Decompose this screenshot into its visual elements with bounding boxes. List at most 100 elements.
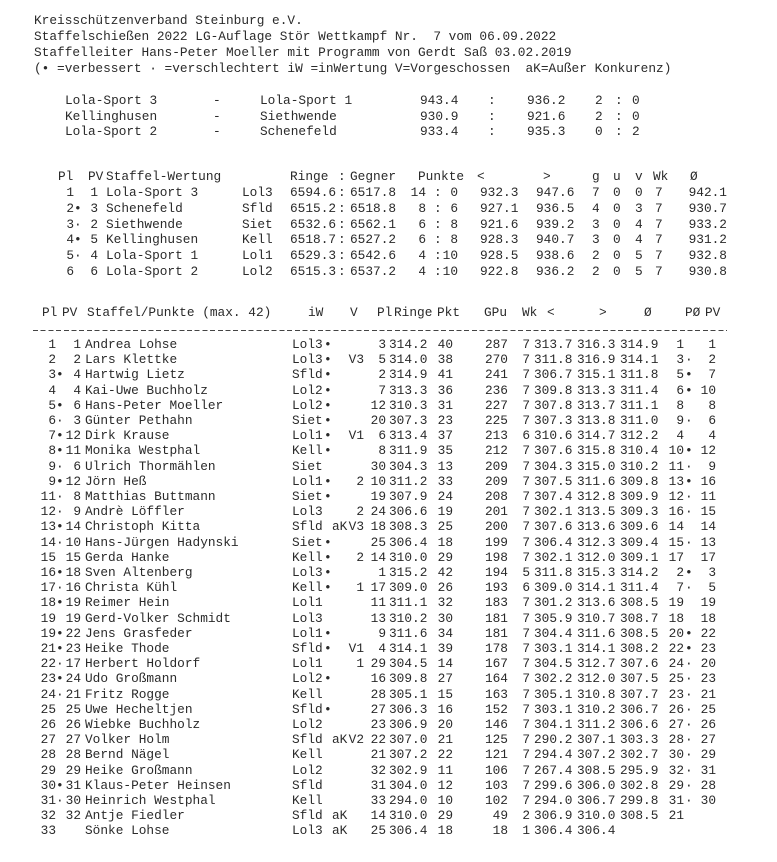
- day-rank: 19: [370, 489, 386, 504]
- min-score: 304.3: [534, 458, 573, 474]
- team-code: Lol3: [292, 565, 323, 580]
- average: 311.1: [620, 397, 659, 413]
- column-header: g: [592, 169, 600, 184]
- max-score: 316.3: [577, 337, 616, 352]
- prev-rank: 6: [73, 458, 81, 474]
- team-code: Lol3: [292, 352, 323, 368]
- shooter-name: Hans-Peter Moeller: [85, 397, 224, 413]
- min-score: 304.1: [534, 717, 573, 732]
- points: 10: [437, 793, 453, 808]
- wins: 3: [592, 232, 600, 248]
- trend-mark: •: [74, 232, 82, 248]
- prev-rank: 6: [90, 264, 98, 279]
- team-name: Lola-Sport 1: [106, 248, 199, 264]
- max-score: 312.3: [577, 534, 616, 550]
- rings-colon: :: [338, 248, 346, 264]
- in-rating-mark: •: [324, 443, 332, 459]
- column-header: Pkt: [437, 305, 461, 320]
- min-score: 309.8: [534, 382, 573, 398]
- day-rank: 25: [370, 823, 386, 839]
- in-rating-mark: •: [324, 473, 332, 489]
- points: 35: [437, 443, 453, 459]
- prev-rank: 4: [73, 382, 81, 398]
- total-points: 183: [484, 595, 508, 611]
- shooter-name: Christa Kühl: [85, 580, 178, 596]
- max-score: 311.2: [577, 717, 616, 732]
- shooter-row: 27 27 Volker Holm Sfld aK V2 22 307.0 21 125 7 290.…: [0, 732, 777, 747]
- matches: 7: [522, 671, 530, 687]
- rings: 304.5: [389, 656, 428, 672]
- home-points: 2: [595, 108, 603, 124]
- pre-shot: 1: [356, 656, 364, 672]
- in-rating-mark: •: [324, 534, 332, 550]
- shooter-row: 30 • 31 Klaus-Peter Heinsen Sfld 31 304.0 12 103…: [0, 778, 777, 793]
- rank: 29: [40, 762, 56, 778]
- team-code: Kell: [292, 443, 323, 459]
- points: 32: [437, 595, 453, 611]
- points: 40: [437, 337, 453, 352]
- avg-trend-mark: ·: [685, 793, 693, 808]
- matches: 7: [655, 185, 663, 200]
- shooter-name: Sven Altenberg: [85, 565, 193, 580]
- team-code: Lol2: [292, 671, 323, 687]
- avg-rank: 3: [676, 352, 684, 368]
- avg-trend-mark: ·: [685, 534, 693, 550]
- rings: 315.2: [389, 565, 428, 580]
- total-points: 198: [484, 549, 508, 565]
- day-rank: 22: [370, 732, 386, 748]
- total-points: 270: [484, 352, 508, 368]
- min-score: 305.1: [534, 686, 573, 702]
- average: 311.4: [620, 580, 659, 596]
- total-points: 200: [484, 519, 508, 535]
- min-score: 928.3: [480, 232, 519, 248]
- prev-avg-rank: 6: [708, 413, 716, 428]
- points: 29: [437, 549, 453, 565]
- shooter-row: 3 • 4 Hartwig Lietz Sfld • 2 314.9 41 241 7 306.7 31…: [0, 367, 777, 382]
- total-points: 18: [492, 823, 508, 839]
- matches: 7: [522, 625, 530, 641]
- shooter-row: 26 26 Wiebke Buchholz Lol2 23 306.9 20 146 7 304.…: [0, 717, 777, 732]
- team-code: Lol2: [292, 762, 323, 778]
- avg-rank: 15: [668, 534, 684, 550]
- avg-trend-mark: ·: [685, 458, 693, 474]
- away-team: Siethwende: [260, 108, 337, 124]
- trend-mark: ·: [56, 793, 64, 808]
- average: 308.2: [620, 641, 659, 656]
- shooter-name: Udo Großmann: [85, 671, 178, 687]
- points-against: 6: [450, 200, 458, 216]
- team-code: Siet: [242, 216, 273, 232]
- in-rating-mark: •: [324, 565, 332, 580]
- prev-rank: 32: [65, 808, 81, 824]
- column-header: PV: [705, 305, 721, 320]
- column-header: Gegner: [350, 169, 397, 184]
- day-rank: 31: [370, 777, 386, 793]
- prev-avg-rank: 5: [708, 580, 716, 596]
- shooter-row: 18 • 19 Reimer Hein Lol1 11 311.1 32 183 7 301.2 31…: [0, 595, 777, 610]
- shooter-name: Ulrich Thormählen: [85, 458, 216, 474]
- separator-line: [33, 330, 727, 331]
- points-colon: :: [434, 216, 442, 232]
- column-header: <: [547, 305, 555, 320]
- points: 19: [437, 504, 453, 520]
- column-header: Ø: [690, 169, 698, 184]
- total-points: 152: [484, 701, 508, 717]
- rank: 9: [48, 473, 56, 489]
- shooter-row: 15 15 Gerda Hanke Kell • 2 14 310.0 29 198 7 302.1 3…: [0, 550, 777, 565]
- matchup-row: Kellinghusen - Siethwende 930.9:921.6 2:0: [0, 109, 777, 124]
- matches: 7: [522, 595, 530, 611]
- average: 309.6: [620, 519, 659, 535]
- total-points: 199: [484, 534, 508, 550]
- prev-avg-rank: 4: [708, 428, 716, 444]
- avg-rank: 31: [668, 793, 684, 808]
- max-score: 936.5: [536, 200, 575, 216]
- rings: 310.0: [389, 549, 428, 565]
- out-of-competition: aK: [332, 808, 348, 824]
- points: 38: [437, 352, 453, 368]
- points: 30: [437, 610, 453, 626]
- column-header: GPu: [484, 305, 508, 320]
- min-score: 302.2: [534, 671, 573, 687]
- avg-rank: 28: [668, 732, 684, 748]
- prev-avg-rank: 23: [700, 641, 716, 656]
- column-header: Staffel/Punkte (max. 42): [87, 305, 272, 320]
- opponent-rings: 6537.2: [350, 264, 397, 279]
